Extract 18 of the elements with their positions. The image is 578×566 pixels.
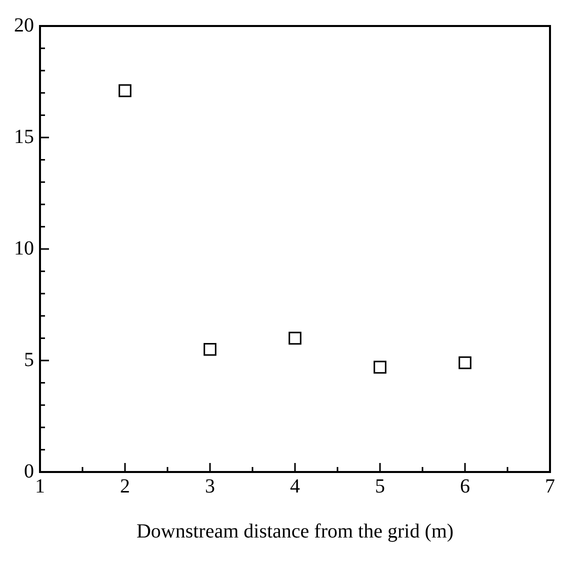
- x-tick-label: 2: [120, 475, 130, 498]
- point: [288, 332, 302, 345]
- point: [204, 342, 216, 356]
- y-tick-label: 20: [14, 14, 34, 36]
- x-tick-label: 4: [290, 475, 300, 498]
- x-tick-label: 3: [205, 475, 215, 498]
- y-tick-label: 10: [14, 237, 34, 260]
- x-tick-label: 7: [545, 475, 555, 498]
- x-tick-label: 5: [375, 475, 385, 498]
- y-tick-label: 5: [24, 348, 34, 371]
- point: [458, 356, 472, 370]
- x-tick-label: 6: [460, 475, 470, 498]
- point: [374, 360, 386, 374]
- x-tick-label: 1: [35, 475, 45, 498]
- x-axis-title: Downstream distance from the grid (m): [136, 520, 454, 542]
- y-tick-label: 15: [14, 126, 34, 148]
- point: [118, 84, 132, 98]
- y-tick-label: 0: [24, 460, 34, 482]
